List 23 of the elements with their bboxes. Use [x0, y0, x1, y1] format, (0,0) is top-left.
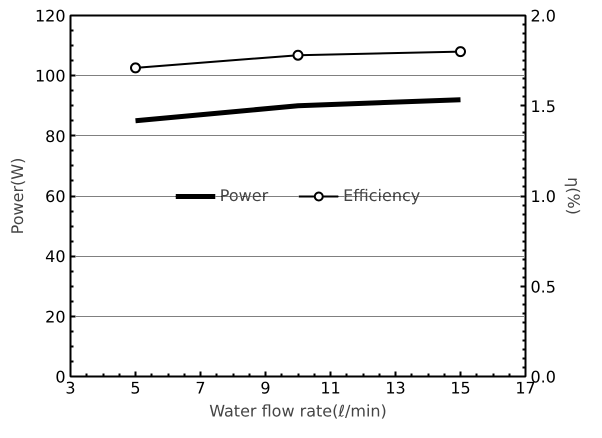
y2-tick-label: 2.0: [530, 6, 556, 26]
y-tick-label: 60: [45, 187, 66, 206]
y-tick-label: 40: [45, 247, 66, 266]
y-tick-label: 80: [45, 126, 66, 146]
x-tick-label: 3: [65, 378, 76, 398]
x-tick-label: 13: [385, 378, 406, 398]
y-tick-label: 0: [55, 368, 66, 386]
x-tick-label: 5: [130, 378, 141, 398]
y2-tick-label: 1.0: [530, 187, 556, 206]
y2-tick-label: 0.5: [530, 277, 556, 296]
y2-tick-label: 1.5: [530, 96, 556, 116]
x-tick-label: 9: [260, 378, 271, 398]
x-tick-label: 11: [320, 378, 341, 398]
x-axis-title: Water flow rate(ℓ/min): [209, 402, 387, 420]
y-tick-label: 20: [45, 307, 66, 326]
legend-label: Power: [220, 186, 268, 205]
y2-axis-title: η(%): [564, 177, 583, 215]
y-tick-label: 120: [34, 6, 66, 26]
x-tick-label: 15: [450, 378, 471, 398]
y-tick-label: 100: [34, 66, 66, 86]
x-tick-label: 7: [195, 378, 206, 398]
legend-label: Efficiency: [343, 186, 420, 205]
y-axis-title: Power(W): [8, 158, 27, 234]
